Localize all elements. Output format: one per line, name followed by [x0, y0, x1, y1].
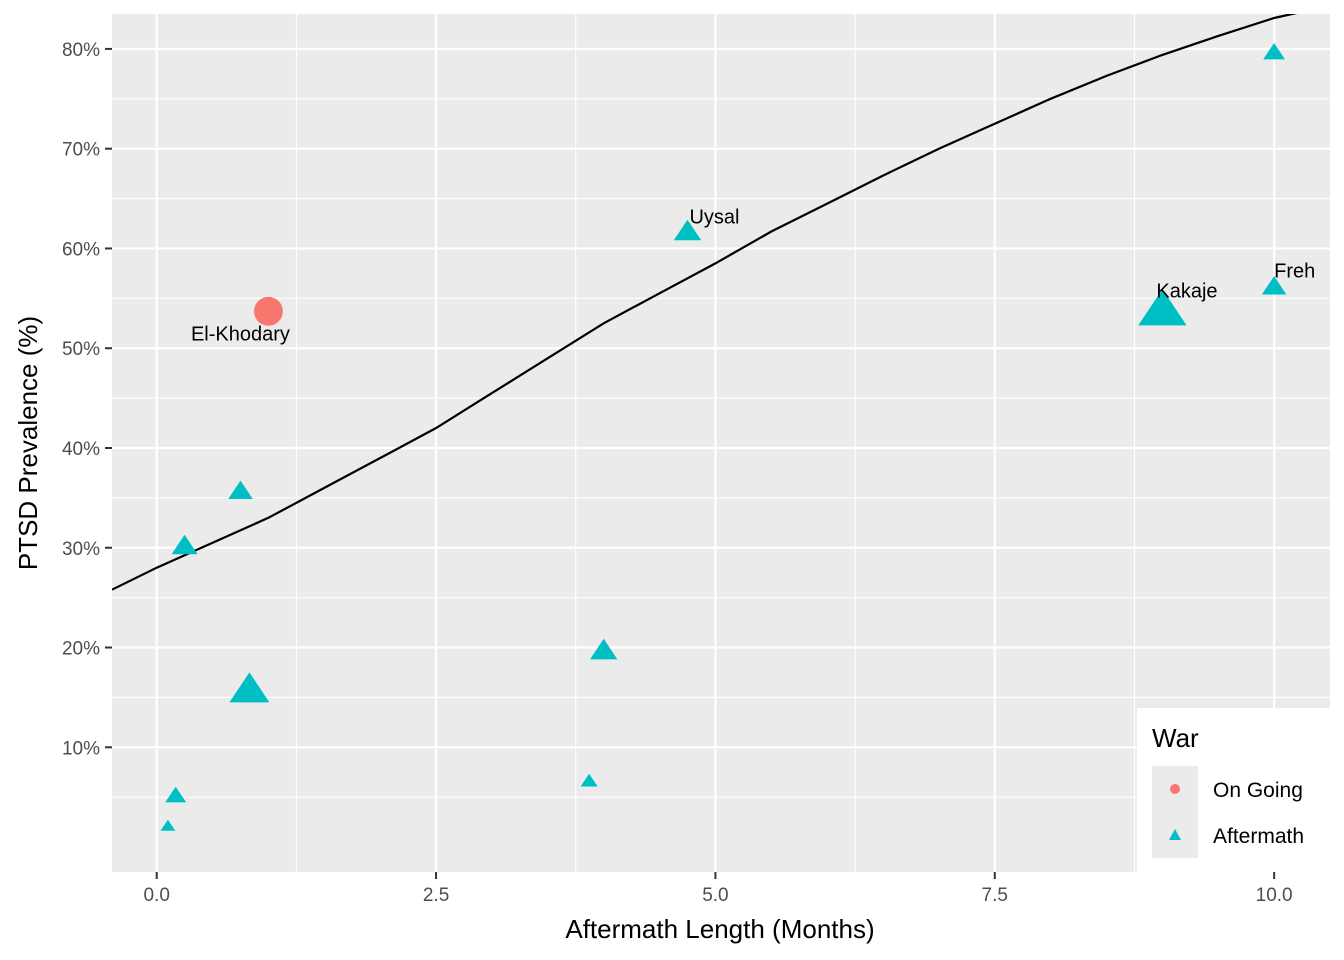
legend-label-aftermath: Aftermath — [1213, 825, 1304, 848]
x-axis: 0.0 2.5 5.0 7.5 10.0 — [143, 872, 1293, 906]
y-tick-label: 20% — [62, 639, 100, 660]
legend-title: War — [1152, 723, 1199, 753]
points-layer — [160, 43, 1287, 831]
y-tick-label: 10% — [62, 738, 100, 759]
legend-label-on-going: On Going — [1213, 779, 1303, 802]
y-tick-label: 50% — [62, 339, 100, 360]
x-tick-label: 0.0 — [143, 885, 169, 906]
data-point-aftermath — [160, 819, 176, 831]
point-label: El-Khodary — [191, 323, 290, 345]
fit-curve-line — [112, 14, 1297, 591]
y-tick-label: 60% — [62, 239, 100, 260]
minor-gridlines — [112, 14, 1330, 872]
x-tick-label: 2.5 — [423, 885, 449, 906]
y-tick-label: 70% — [62, 140, 100, 161]
y-axis-title: PTSD Prevalence (%) — [13, 316, 43, 570]
data-point-aftermath — [228, 480, 253, 499]
data-point-aftermath — [229, 672, 270, 703]
x-tick-label: 7.5 — [982, 885, 1008, 906]
data-point-aftermath — [165, 786, 187, 803]
data-point-aftermath — [1263, 43, 1285, 60]
x-tick-label: 5.0 — [702, 885, 728, 906]
data-point-on-going — [254, 296, 283, 326]
y-axis: 10% 20% 30% 40% 50% 60% 70% 80% — [62, 40, 112, 759]
panel-background — [112, 14, 1330, 872]
data-point-aftermath — [590, 638, 618, 660]
y-tick-label: 30% — [62, 539, 100, 560]
legend-circle-icon — [1170, 784, 1180, 794]
major-gridlines — [112, 14, 1330, 872]
point-label: Kakaje — [1156, 280, 1217, 302]
data-point-aftermath — [171, 534, 198, 555]
data-point-aftermath — [1261, 276, 1287, 295]
point-label: Freh — [1274, 260, 1315, 282]
legend: War On Going Aftermath — [1137, 708, 1330, 872]
data-point-aftermath — [580, 773, 598, 787]
data-point-aftermath — [1138, 289, 1187, 326]
fit-curve-layer — [112, 14, 1297, 591]
y-tick-label: 80% — [62, 40, 100, 61]
x-tick-label: 10.0 — [1256, 885, 1293, 906]
x-axis-title: Aftermath Length (Months) — [565, 914, 874, 944]
legend-triangle-icon — [1169, 829, 1181, 840]
point-labels-layer: El-Khodary Uysal Kakaje Freh — [191, 206, 1315, 345]
y-tick-label: 40% — [62, 439, 100, 460]
point-label: Uysal — [689, 206, 739, 228]
data-point-aftermath — [673, 219, 702, 241]
plot-area: El-Khodary Uysal Kakaje Freh — [112, 14, 1315, 831]
